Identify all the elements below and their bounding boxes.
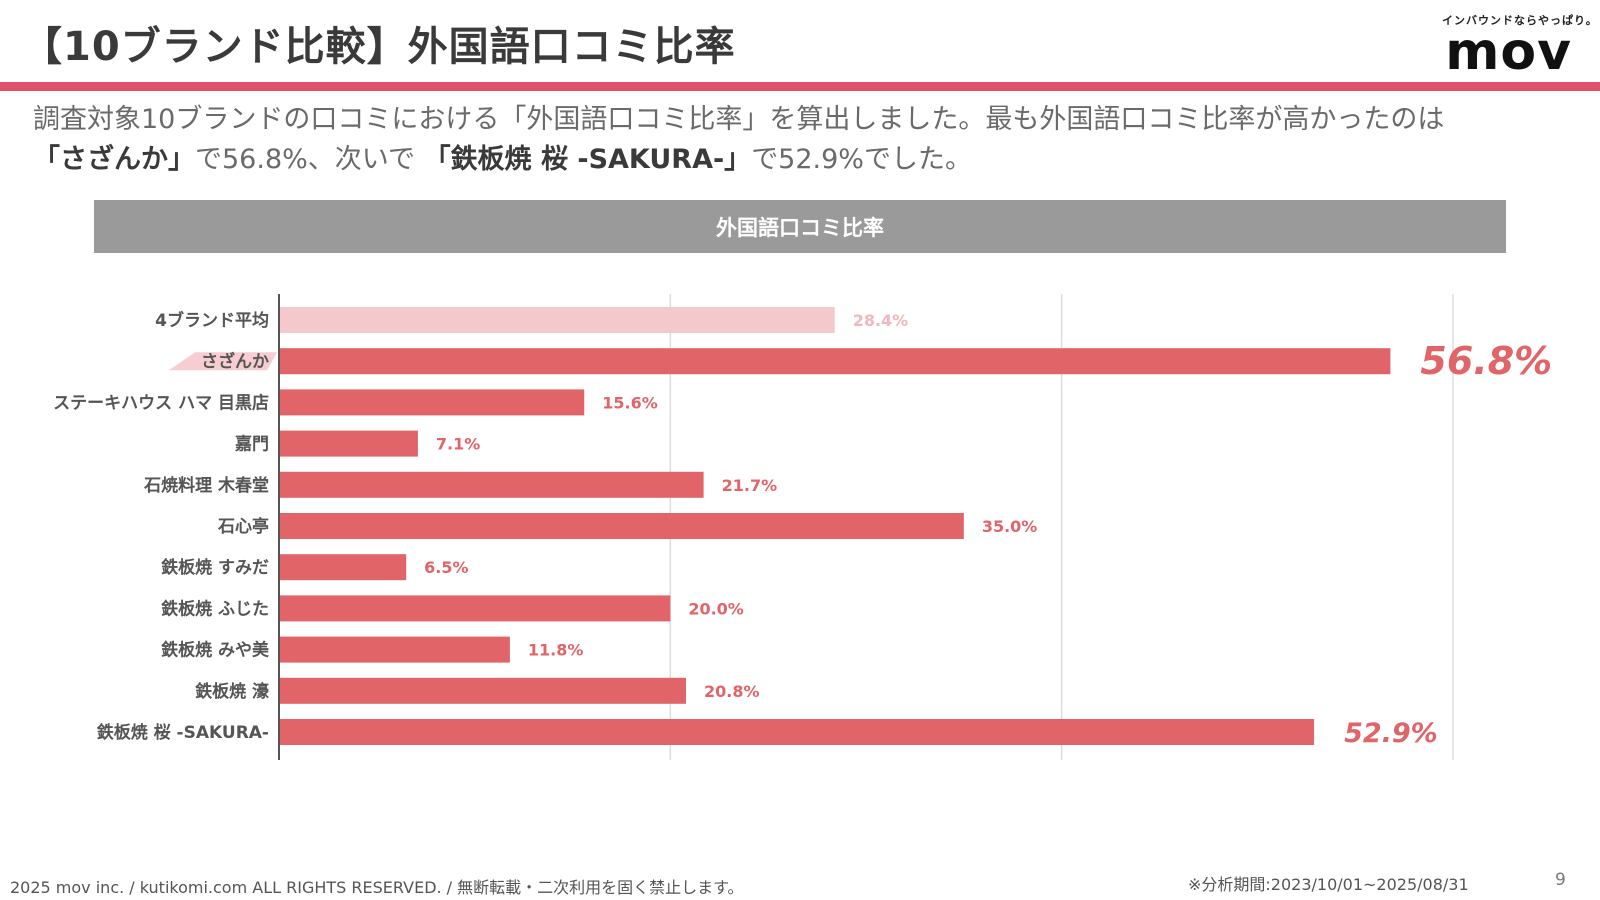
value-label: 21.7% <box>722 476 778 495</box>
category-highlight-ribbon <box>169 352 277 371</box>
description-line-2-part-2: で52.9%でした。 <box>751 144 972 175</box>
bar <box>279 595 671 622</box>
category-label: 石心亭 <box>217 516 269 537</box>
value-label: 20.0% <box>688 599 744 618</box>
header-accent-rule <box>0 82 1600 91</box>
logo-tagline: インバウンドならやっぱり。 <box>1442 14 1598 27</box>
bar <box>279 636 510 663</box>
category-label: 鉄板焼 桜 -SAKURA- <box>97 722 269 743</box>
description-line-2: 「さざんか」で56.8%、次いで 「鉄板焼 桜 -SAKURA-」で52.9%で… <box>33 140 1578 180</box>
logo-wordmark: mov <box>1445 22 1572 82</box>
category-label: 鉄板焼 すみだ <box>161 557 269 578</box>
bar <box>279 513 964 539</box>
bar <box>279 677 686 704</box>
description-text: 調査対象10ブランドの口コミにおける「外国語口コミ比率」を算出しました。最も外国… <box>33 100 1578 180</box>
mov-logo: インバウンドならやっぱり。 mov <box>1442 12 1598 82</box>
chart-title-banner: 外国語口コミ比率 <box>94 200 1506 253</box>
page-title: 【10ブランド比較】外国語口コミ比率 <box>22 24 736 70</box>
category-label: ステーキハウス ハマ 目黒店 <box>53 392 269 413</box>
value-label: 35.0% <box>982 517 1038 536</box>
category-label: 4ブランド平均 <box>155 310 269 331</box>
category-label: さざんか <box>201 351 269 372</box>
value-label: 56.8% <box>1420 339 1552 383</box>
analysis-period: ※分析期間:2023/10/01~2025/08/31 <box>1188 875 1469 894</box>
bar <box>279 389 585 416</box>
bar <box>279 471 704 498</box>
footer-copyright: 2025 mov inc. / kutikomi.com ALL RIGHTS … <box>10 878 744 897</box>
highlight-brand-2: 「鉄板焼 桜 -SAKURA-」 <box>423 144 752 175</box>
page-number: 9 <box>1555 870 1566 890</box>
value-label: 6.5% <box>424 558 468 577</box>
value-label: 52.9% <box>1344 718 1438 749</box>
category-label: 石焼料理 木春堂 <box>143 475 269 496</box>
category-label: 鉄板焼 濠 <box>195 681 269 702</box>
category-label: 嘉門 <box>234 434 269 455</box>
value-label: 7.1% <box>436 435 480 454</box>
bar <box>279 307 835 333</box>
highlight-brand-1: 「さざんか」 <box>33 144 195 175</box>
bar <box>279 554 407 581</box>
bar <box>279 348 1391 375</box>
category-label: 鉄板焼 みや美 <box>161 640 270 661</box>
value-label: 28.4% <box>853 311 909 330</box>
description-line-1: 調査対象10ブランドの口コミにおける「外国語口コミ比率」を算出しました。最も外国… <box>33 104 1445 135</box>
category-label: 鉄板焼 ふじた <box>161 598 269 619</box>
value-label: 11.8% <box>528 641 584 660</box>
value-label: 15.6% <box>602 393 658 412</box>
bar <box>279 719 1315 745</box>
description-line-2-part-1: で56.8%、次いで <box>195 144 415 175</box>
bar <box>279 430 418 457</box>
value-label: 20.8% <box>704 682 760 701</box>
